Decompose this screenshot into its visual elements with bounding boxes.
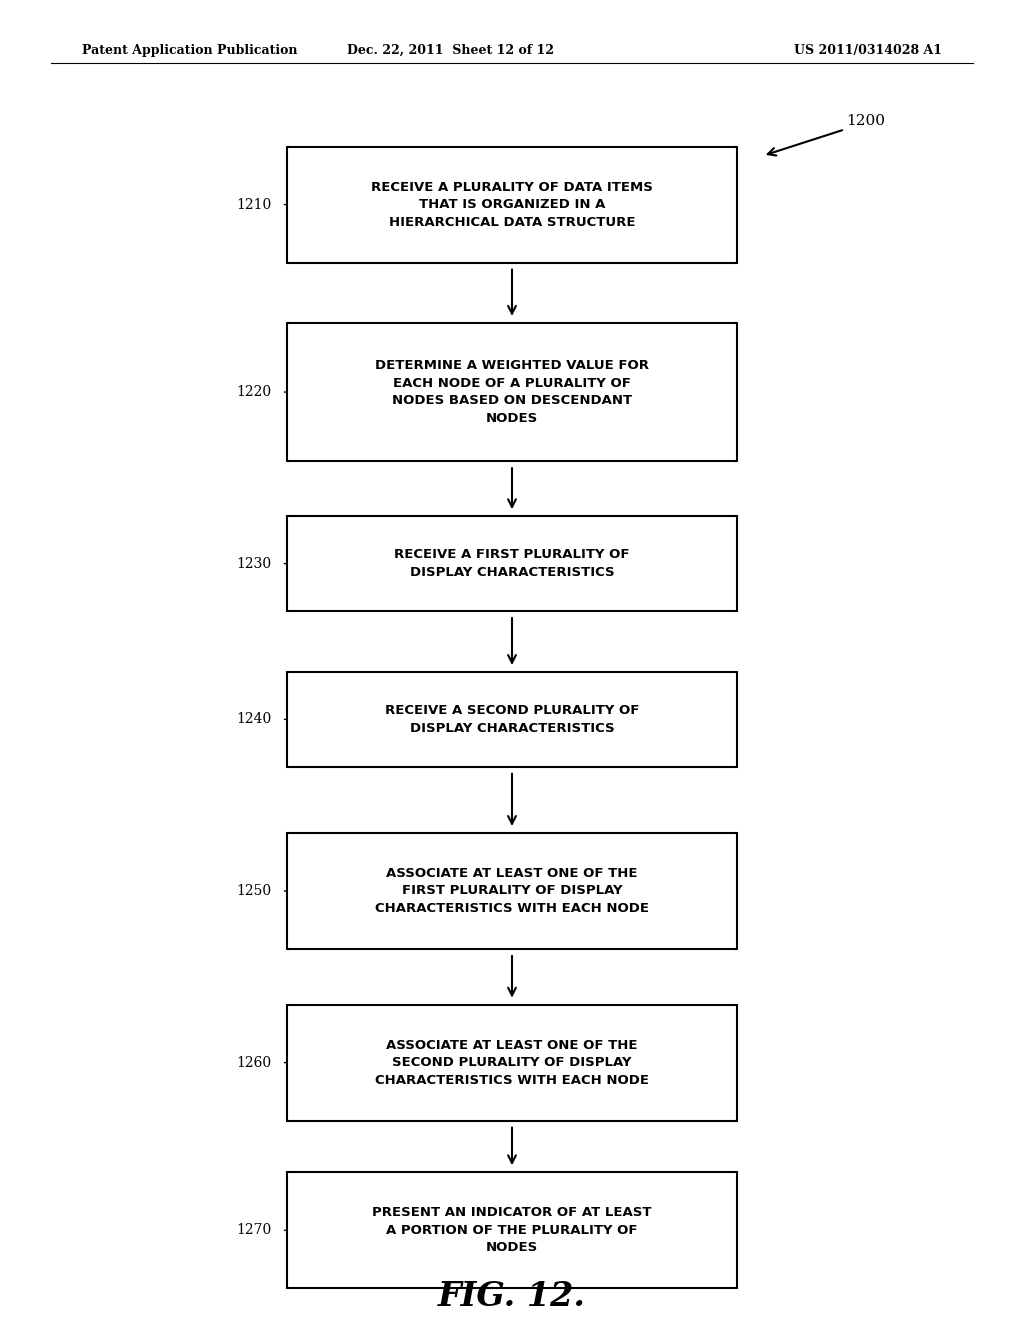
Text: Dec. 22, 2011  Sheet 12 of 12: Dec. 22, 2011 Sheet 12 of 12 [347,44,554,57]
Bar [287,323,737,462]
Bar [287,672,737,767]
Text: PRESENT AN INDICATOR OF AT LEAST
A PORTION OF THE PLURALITY OF
NODES: PRESENT AN INDICATOR OF AT LEAST A PORTI… [373,1206,651,1254]
Text: RECEIVE A SECOND PLURALITY OF
DISPLAY CHARACTERISTICS: RECEIVE A SECOND PLURALITY OF DISPLAY CH… [385,704,639,735]
Text: RECEIVE A FIRST PLURALITY OF
DISPLAY CHARACTERISTICS: RECEIVE A FIRST PLURALITY OF DISPLAY CHA… [394,548,630,579]
Text: ASSOCIATE AT LEAST ONE OF THE
SECOND PLURALITY OF DISPLAY
CHARACTERISTICS WITH E: ASSOCIATE AT LEAST ONE OF THE SECOND PLU… [375,1039,649,1086]
Text: ASSOCIATE AT LEAST ONE OF THE
FIRST PLURALITY OF DISPLAY
CHARACTERISTICS WITH EA: ASSOCIATE AT LEAST ONE OF THE FIRST PLUR… [375,867,649,915]
Text: FIG. 12.: FIG. 12. [438,1280,586,1312]
Text: US 2011/0314028 A1: US 2011/0314028 A1 [794,44,942,57]
Text: 1230: 1230 [237,557,271,570]
Text: 1260: 1260 [237,1056,271,1069]
Bar [287,1172,737,1288]
Text: RECEIVE A PLURALITY OF DATA ITEMS
THAT IS ORGANIZED IN A
HIERARCHICAL DATA STRUC: RECEIVE A PLURALITY OF DATA ITEMS THAT I… [371,181,653,228]
Bar [287,516,737,611]
Text: 1240: 1240 [237,713,271,726]
Text: 1270: 1270 [237,1224,271,1237]
Text: 1210: 1210 [237,198,271,211]
Bar [287,833,737,949]
Text: DETERMINE A WEIGHTED VALUE FOR
EACH NODE OF A PLURALITY OF
NODES BASED ON DESCEN: DETERMINE A WEIGHTED VALUE FOR EACH NODE… [375,359,649,425]
Bar [287,147,737,263]
Text: 1220: 1220 [237,385,271,399]
Text: Patent Application Publication: Patent Application Publication [82,44,297,57]
Text: 1200: 1200 [846,115,885,128]
Text: 1250: 1250 [237,884,271,898]
Bar [287,1005,737,1121]
